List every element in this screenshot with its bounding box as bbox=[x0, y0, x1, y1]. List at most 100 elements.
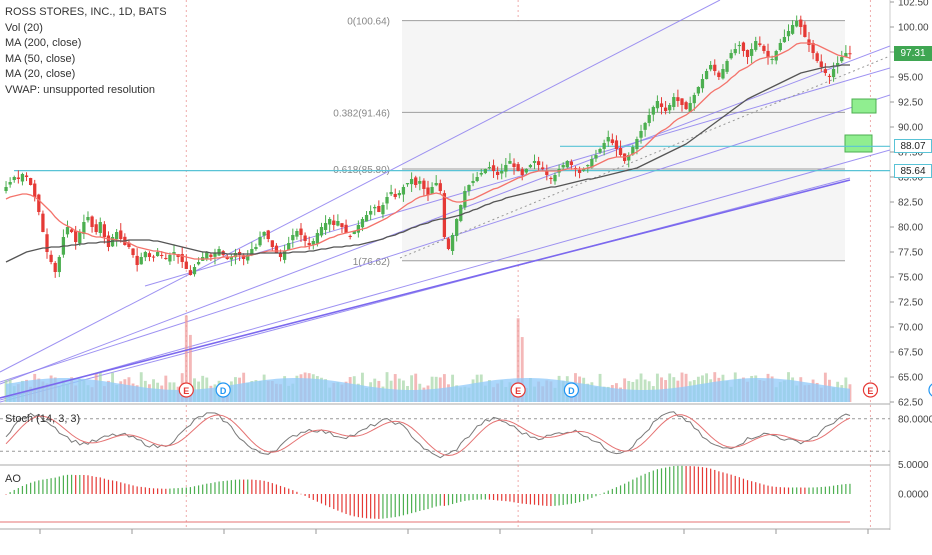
ao-bar bbox=[46, 478, 48, 494]
stoch-pane-label[interactable]: Stoch (14, 3, 3) bbox=[5, 413, 81, 425]
trend-channel-line bbox=[0, 177, 851, 403]
ao-bar bbox=[349, 494, 351, 516]
candle-body bbox=[16, 177, 20, 179]
candle-body bbox=[315, 233, 320, 244]
candle-body bbox=[168, 255, 172, 262]
candle-body bbox=[668, 105, 672, 111]
legend-ma50[interactable]: MA (50, close) bbox=[5, 52, 76, 65]
candle-body bbox=[381, 205, 385, 215]
candle-body bbox=[733, 49, 737, 54]
volume-bar bbox=[188, 334, 192, 402]
candle-body bbox=[33, 183, 37, 197]
legend-ma200[interactable]: MA (200, close) bbox=[5, 37, 82, 49]
ao-bar bbox=[804, 487, 806, 494]
candle-body bbox=[295, 231, 299, 237]
ao-bar bbox=[677, 465, 679, 494]
volume-bar bbox=[520, 337, 524, 402]
ma20-line bbox=[5, 42, 851, 260]
ao-bar bbox=[353, 494, 355, 517]
ao-bar bbox=[140, 486, 142, 494]
ao-bar bbox=[697, 466, 699, 494]
y-tick-label: 85.00 bbox=[898, 173, 923, 184]
legend-ma20[interactable]: MA (20, close) bbox=[5, 68, 76, 80]
ao-bar bbox=[218, 481, 220, 494]
candle-body bbox=[704, 71, 709, 80]
y-tick-label: 62.50 bbox=[898, 398, 923, 409]
trend-channel-line bbox=[0, 94, 891, 383]
legend-volume[interactable]: Vol (20) bbox=[5, 21, 43, 34]
candle-body bbox=[565, 161, 569, 168]
volume-bar bbox=[516, 318, 520, 402]
volume-bar bbox=[410, 375, 414, 402]
ao-bar bbox=[763, 484, 765, 494]
candle-body bbox=[524, 169, 528, 173]
ao-bar bbox=[30, 482, 32, 494]
candle-body bbox=[155, 252, 160, 257]
candle-body bbox=[516, 164, 520, 171]
ao-bar bbox=[226, 480, 228, 494]
ao-bar bbox=[128, 484, 130, 494]
candle-body bbox=[209, 254, 213, 257]
ao-bar bbox=[734, 475, 736, 494]
ao-bar bbox=[58, 476, 60, 494]
ao-bar bbox=[492, 494, 495, 501]
candle-body bbox=[119, 230, 123, 239]
candle-body bbox=[737, 45, 741, 47]
event-marker bbox=[178, 382, 194, 398]
ao-bar bbox=[447, 494, 450, 506]
legend-title[interactable]: ROSS STORES, INC., 1D, BATS bbox=[5, 6, 167, 18]
candle-body bbox=[24, 175, 29, 177]
candle-body bbox=[827, 75, 832, 77]
candle-body bbox=[717, 72, 721, 77]
candle-body bbox=[344, 224, 348, 233]
ao-bar bbox=[288, 488, 290, 494]
ao-bar bbox=[144, 487, 146, 494]
ao-bar bbox=[808, 487, 810, 494]
ao-bar bbox=[480, 494, 482, 500]
candle-body bbox=[430, 187, 434, 194]
candle-body bbox=[151, 256, 156, 258]
legend-vwap[interactable]: VWAP: unsupported resolution bbox=[5, 83, 156, 96]
ao-bar bbox=[505, 494, 507, 502]
ao-bar bbox=[714, 469, 716, 494]
candle-body bbox=[778, 43, 782, 51]
candle-body bbox=[53, 262, 57, 272]
ao-bar bbox=[513, 494, 515, 503]
fib-level-label: 0(100.64) bbox=[347, 17, 390, 28]
candle-body bbox=[192, 267, 197, 275]
candle-body bbox=[455, 219, 459, 236]
ao-bar bbox=[607, 490, 609, 494]
candle-body bbox=[45, 234, 49, 252]
candle-body bbox=[795, 21, 799, 27]
ao-bar bbox=[599, 494, 601, 495]
candle-body bbox=[582, 169, 586, 171]
ao-bar bbox=[62, 475, 65, 494]
candle-body bbox=[229, 257, 234, 260]
volume-bar bbox=[385, 372, 389, 402]
ao-bar bbox=[640, 475, 642, 494]
candle-body bbox=[655, 101, 660, 109]
candle-body bbox=[172, 252, 176, 254]
candle-body bbox=[4, 187, 8, 191]
y-tick-label: 82.50 bbox=[898, 198, 923, 209]
ao-pane-label[interactable]: AO bbox=[5, 473, 21, 485]
candle-body bbox=[377, 206, 381, 212]
candle-body bbox=[278, 253, 283, 257]
ao-bar bbox=[275, 484, 278, 494]
candle-body bbox=[725, 61, 729, 72]
volume-bar bbox=[655, 373, 659, 402]
candle-body bbox=[12, 177, 16, 181]
candle-body bbox=[831, 69, 836, 78]
ao-bar bbox=[99, 477, 101, 494]
candle-body bbox=[631, 147, 635, 155]
candle-body bbox=[299, 228, 303, 235]
candle-body bbox=[848, 53, 852, 55]
candle-body bbox=[393, 193, 397, 197]
candle-body bbox=[749, 49, 754, 56]
candle-body bbox=[459, 205, 463, 221]
ao-bar bbox=[632, 479, 634, 494]
candle-body bbox=[479, 173, 483, 175]
ao-bar bbox=[456, 494, 458, 503]
